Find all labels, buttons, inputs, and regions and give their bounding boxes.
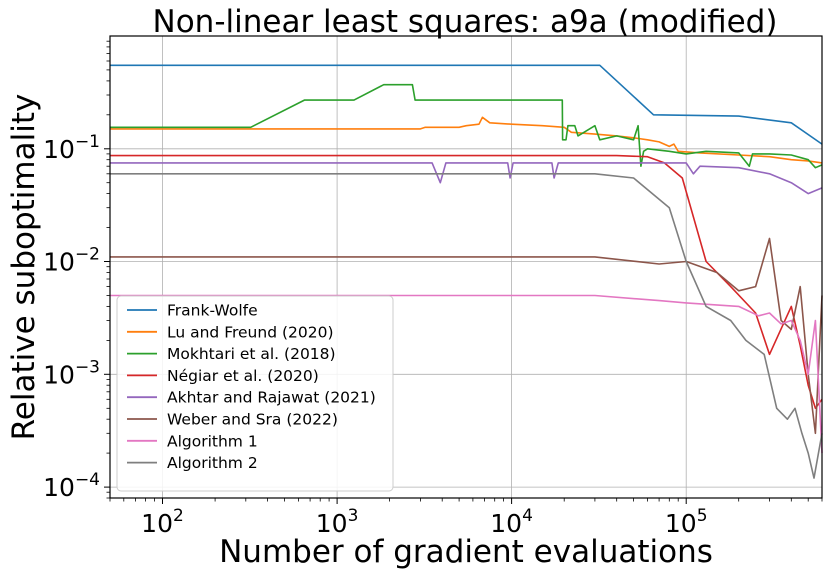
series-line-4 [110, 154, 823, 410]
y-tick-label: 10−4 [43, 470, 100, 502]
legend-label: Mokhtari et al. (2018) [167, 345, 336, 363]
legend-label: Négiar et al. (2020) [167, 367, 319, 385]
legend-label: Weber and Sra (2022) [167, 411, 338, 429]
x-axis-label: Number of gradient evaluations [219, 534, 713, 570]
series-line-2 [110, 116, 823, 164]
y-axis-label: Relative suboptimality [6, 94, 42, 441]
series-line-3 [110, 83, 823, 169]
series-line-1 [110, 64, 823, 145]
series-line-5 [110, 162, 823, 195]
axis-ticks: 102 103 104 105 10−1 10−2 10−3 10−4 [43, 40, 823, 538]
series-lines [110, 64, 823, 479]
x-tick-label: 104 [490, 506, 533, 538]
legend-box [116, 295, 394, 492]
x-tick-label: 103 [316, 506, 359, 538]
x-tick-label: 105 [665, 506, 708, 538]
series-line-7 [110, 294, 823, 454]
series-line-8 [110, 173, 823, 479]
legend: Frank-Wolfe Lu and Freund (2020) Mokhtari … [116, 295, 394, 492]
y-tick-label: 10−1 [43, 132, 100, 164]
legend-label: Algorithm 2 [167, 454, 258, 472]
legend-label: Algorithm 1 [167, 432, 258, 450]
chart-title: Non-linear least squares: a9a (modified) [153, 4, 778, 40]
legend-label: Frank-Wolfe [167, 302, 258, 320]
series-line-6 [110, 237, 823, 435]
x-tick-label: 102 [141, 506, 184, 538]
legend-label: Akhtar and Rajawat (2021) [167, 389, 376, 407]
legend-label: Lu and Freund (2020) [167, 323, 334, 341]
y-tick-label: 10−2 [43, 245, 100, 277]
y-tick-label: 10−3 [43, 357, 100, 389]
